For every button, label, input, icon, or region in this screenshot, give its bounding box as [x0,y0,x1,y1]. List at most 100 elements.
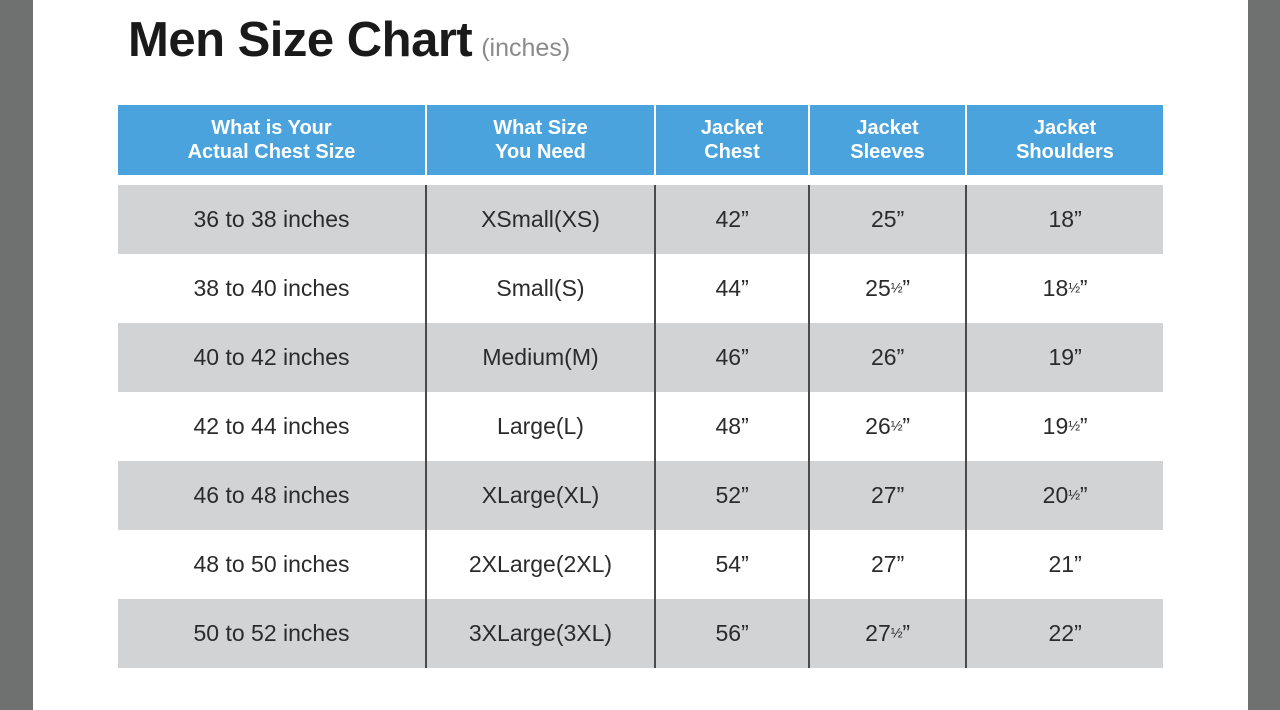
cell-jacket-chest: 56” [655,599,810,668]
cell-actual-chest-size: 40 to 42 inches [118,323,427,392]
size-chart-page: Men Size Chart (inches) What is Your Act… [33,0,1248,710]
letterbox-bar-right [1248,0,1280,710]
column-header-line2: Actual Chest Size [187,141,356,163]
table-row: 46 to 48 inches XLarge(XL) 52” 27” 20½” [118,461,1163,530]
cell-size-you-need: 2XLarge(2XL) [426,530,656,599]
measure-whole: 48 [715,413,742,439]
table-row: 48 to 50 inches 2XLarge(2XL) 54” 27” 21” [118,530,1163,599]
cell-jacket-sleeves: 25½” [809,254,967,323]
page-title-unit-suffix: (inches) [481,34,571,62]
measure-unit-inch-mark: ” [902,413,910,439]
measure-fraction: ½ [1068,487,1080,504]
size-chart-table: What is Your Actual Chest Size What Size… [118,105,1163,668]
measure-fraction: ½ [890,280,903,297]
cell-size-you-need: Small(S) [426,254,656,323]
measure-fraction: ½ [890,418,903,435]
page-title: Men Size Chart (inches) [128,16,570,65]
measure-fraction: ½ [890,625,903,642]
column-header-line2: You Need [495,141,586,163]
measure-unit-inch-mark: ” [1074,620,1082,646]
measure-whole: 26 [865,413,891,439]
table-body: 36 to 38 inches XSmall(XS) 42” 25” 18” 38 to … [118,175,1163,668]
cell-jacket-shoulders: 20½” [966,461,1163,530]
column-header-line1: Jacket [1033,116,1097,139]
cell-jacket-chest: 54” [655,530,810,599]
column-header-line1: What Size [493,116,588,139]
cell-jacket-shoulders: 18” [966,185,1163,254]
cell-jacket-sleeves: 26½” [809,392,967,461]
measure-whole: 22 [1048,620,1075,646]
cell-size-you-need: Medium(M) [426,323,656,392]
letterbox-bar-left [0,0,33,710]
cell-jacket-shoulders: 19” [966,323,1163,392]
column-header-actual-chest-size: What is Your Actual Chest Size [118,105,427,175]
measure-whole: 25 [865,275,891,301]
cell-jacket-shoulders: 21” [966,530,1163,599]
measure-unit-inch-mark: ” [1074,344,1082,370]
cell-size-you-need: XSmall(XS) [426,185,656,254]
measure-whole: 19 [1042,413,1069,439]
cell-jacket-sleeves: 27” [809,461,967,530]
cell-actual-chest-size: 38 to 40 inches [118,254,427,323]
cell-actual-chest-size: 50 to 52 inches [118,599,427,668]
cell-actual-chest-size: 36 to 38 inches [118,185,427,254]
table-row: 42 to 44 inches Large(L) 48” 26½” 19½” [118,392,1163,461]
cell-actual-chest-size: 48 to 50 inches [118,530,427,599]
cell-jacket-sleeves: 27½” [809,599,967,668]
cell-jacket-chest: 48” [655,392,810,461]
table-header: What is Your Actual Chest Size What Size… [118,105,1163,175]
cell-jacket-chest: 52” [655,461,810,530]
column-header-size-you-need: What Size You Need [426,105,656,175]
measure-whole: 54 [715,551,742,577]
cell-jacket-shoulders: 18½” [966,254,1163,323]
measure-unit-inch-mark: ” [741,413,749,439]
table-row: 40 to 42 inches Medium(M) 46” 26” 19” [118,323,1163,392]
measure-unit-inch-mark: ” [896,344,905,370]
measure-unit-inch-mark: ” [896,482,905,508]
measure-unit-inch-mark: ” [896,551,905,577]
measure-whole: 52 [715,482,742,508]
measure-whole: 25 [870,206,897,232]
measure-unit-inch-mark: ” [1079,413,1088,439]
page-title-main: Men Size Chart [128,13,473,67]
measure-unit-inch-mark: ” [741,275,749,301]
column-header-jacket-shoulders: Jacket Shoulders [966,105,1163,175]
measure-unit-inch-mark: ” [1079,482,1088,508]
table-header-row: What is Your Actual Chest Size What Size… [118,105,1163,175]
measure-whole: 18 [1048,206,1075,232]
cell-actual-chest-size: 46 to 48 inches [118,461,427,530]
header-body-gap [118,175,1163,185]
cell-jacket-shoulders: 22” [966,599,1163,668]
measure-unit-inch-mark: ” [902,620,910,646]
column-header-line2: Shoulders [1016,141,1114,163]
cell-jacket-chest: 44” [655,254,810,323]
table-row: 50 to 52 inches 3XLarge(3XL) 56” 27½” 22” [118,599,1163,668]
table-row: 36 to 38 inches XSmall(XS) 42” 25” 18” [118,185,1163,254]
cell-jacket-sleeves: 27” [809,530,967,599]
measure-unit-inch-mark: ” [741,344,749,370]
measure-whole: 27 [870,482,897,508]
column-header-line1: Jacket [700,116,764,139]
measure-whole: 27 [870,551,897,577]
measure-whole: 18 [1042,275,1069,301]
measure-unit-inch-mark: ” [741,206,749,232]
cell-jacket-sleeves: 25” [809,185,967,254]
column-header-line1: What is Your [211,116,332,139]
measure-whole: 21 [1048,551,1075,577]
measure-unit-inch-mark: ” [1079,275,1088,301]
measure-whole: 20 [1042,482,1069,508]
measure-unit-inch-mark: ” [902,275,910,301]
cell-jacket-chest: 42” [655,185,810,254]
cell-jacket-shoulders: 19½” [966,392,1163,461]
table-row: 38 to 40 inches Small(S) 44” 25½” 18½” [118,254,1163,323]
measure-whole: 19 [1048,344,1075,370]
measure-whole: 46 [715,344,742,370]
cell-size-you-need: XLarge(XL) [426,461,656,530]
measure-fraction: ½ [1068,280,1080,297]
column-header-line2: Sleeves [850,141,925,163]
measure-unit-inch-mark: ” [1074,206,1082,232]
column-header-jacket-chest: Jacket Chest [655,105,810,175]
measure-unit-inch-mark: ” [741,551,749,577]
cell-size-you-need: 3XLarge(3XL) [426,599,656,668]
measure-whole: 56 [715,620,742,646]
